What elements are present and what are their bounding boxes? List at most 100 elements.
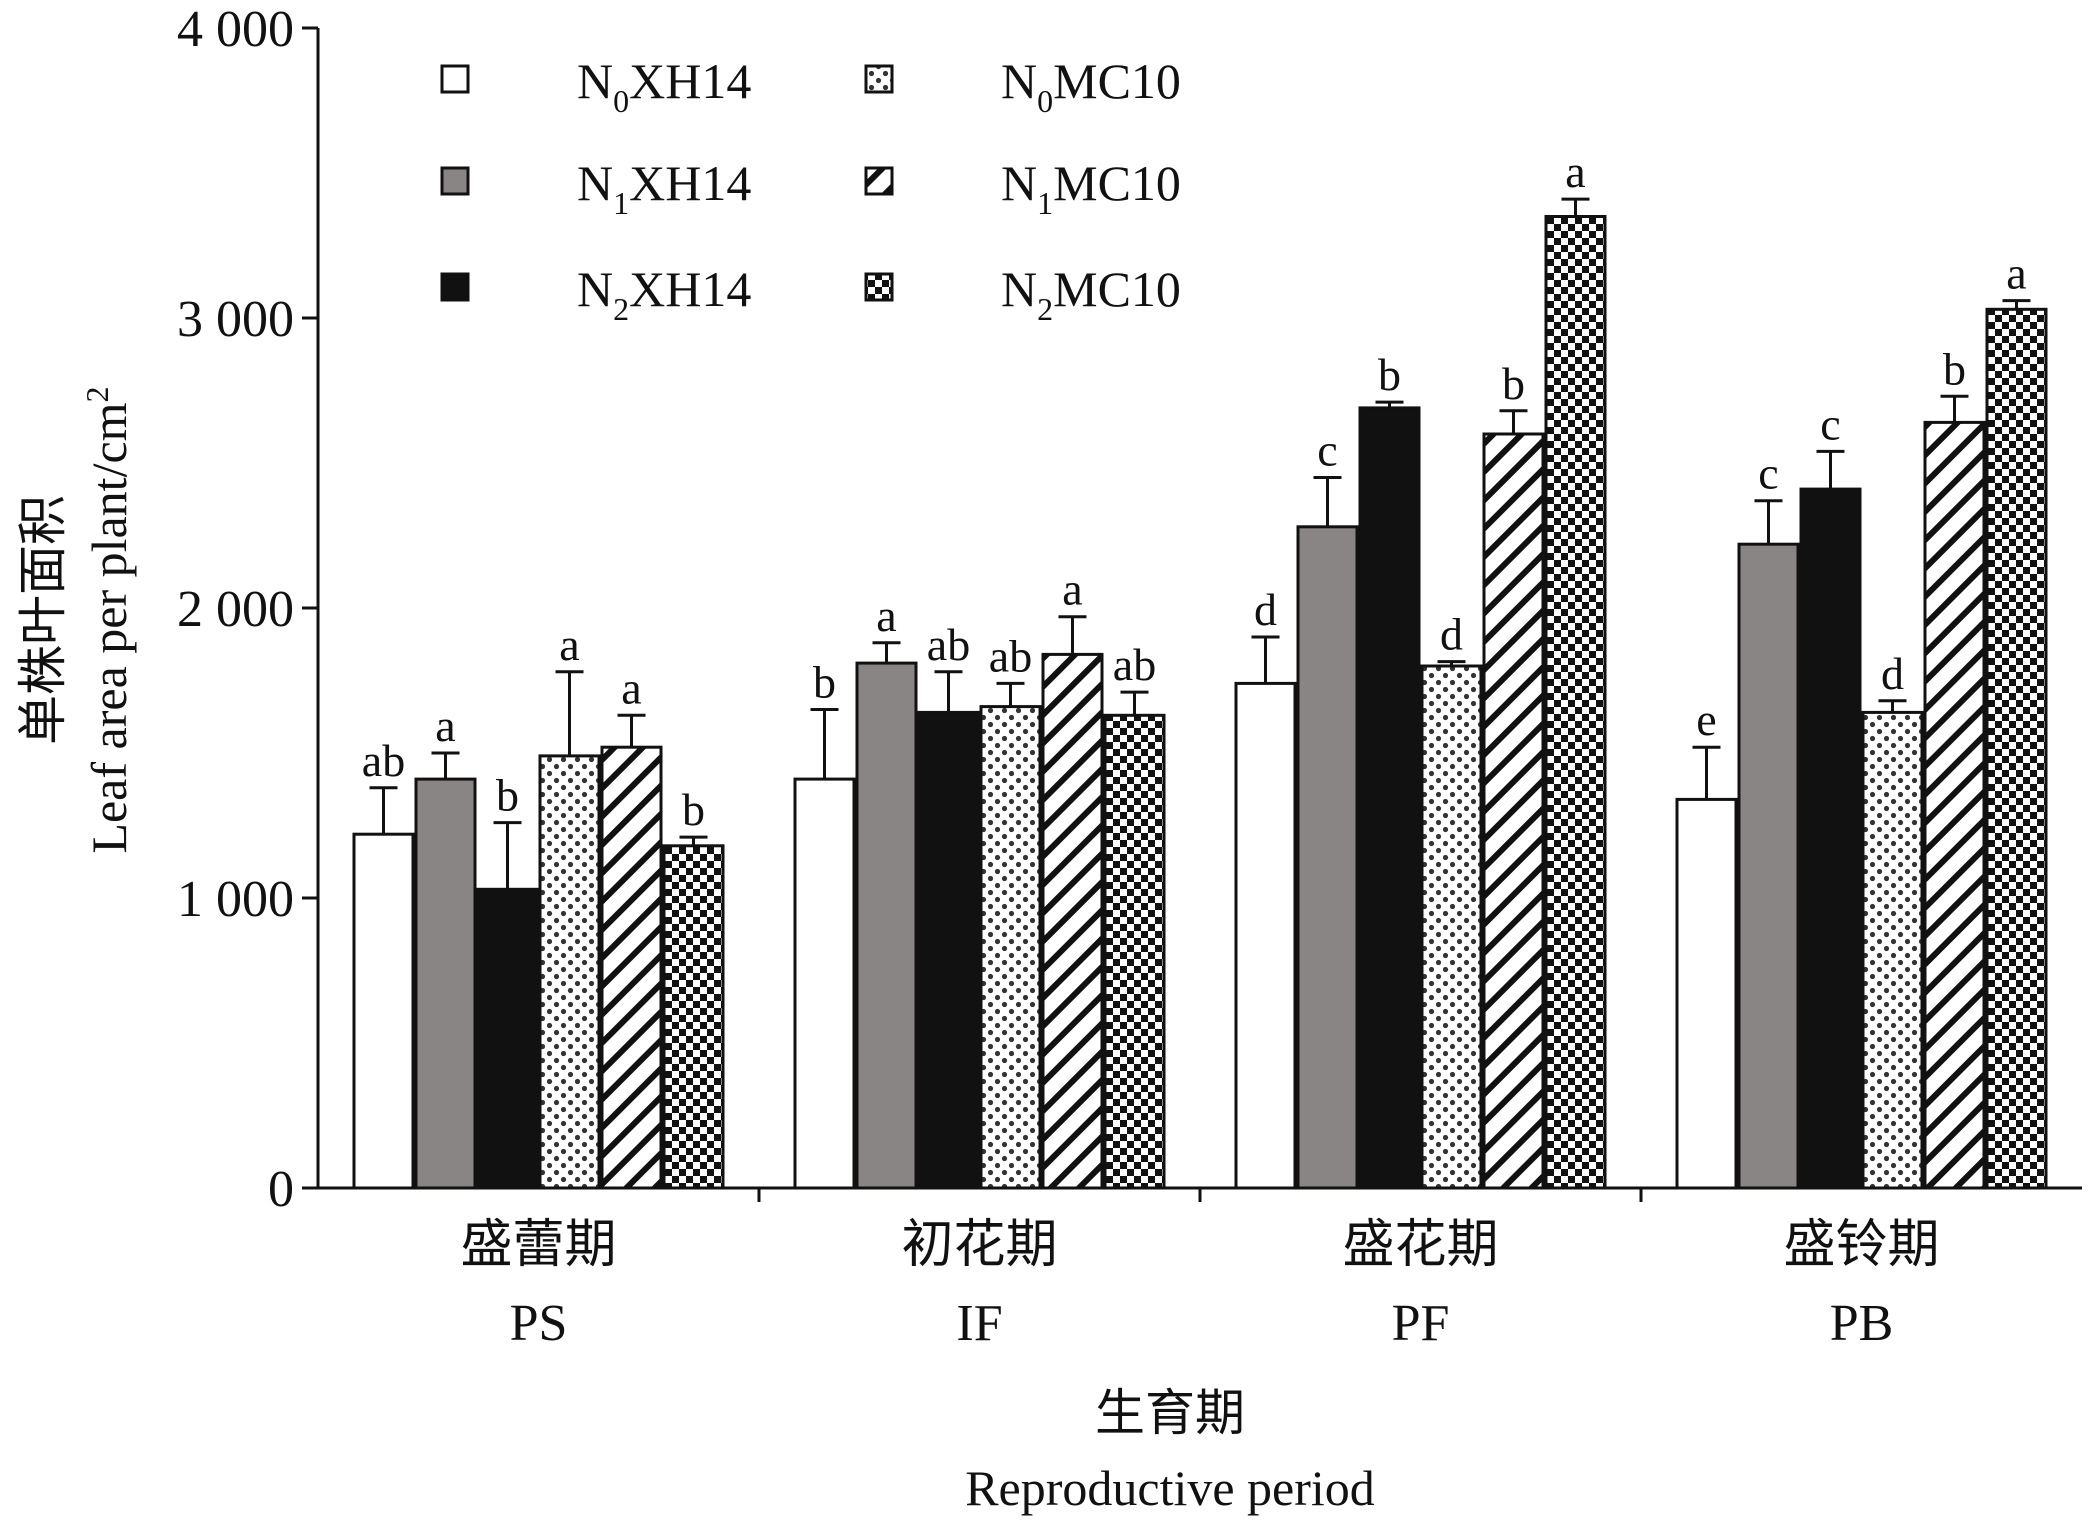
bar-group-item: b xyxy=(1923,343,1986,1190)
significance-label: a xyxy=(2006,248,2026,299)
y-tick-label: 4 000 xyxy=(177,1,294,58)
bar xyxy=(793,777,856,1190)
legend-label: N0MC10 xyxy=(1001,53,1181,119)
legend-label-suffix: XH14 xyxy=(629,155,751,211)
bar xyxy=(1358,406,1421,1190)
legend-label-prefix: N xyxy=(577,155,613,211)
bar-group-item: b xyxy=(1482,358,1545,1190)
bar-group-item: ab xyxy=(917,619,980,1190)
significance-label: ab xyxy=(362,735,405,786)
significance-label: a xyxy=(621,662,641,713)
significance-label: ab xyxy=(1113,639,1156,690)
legend-label-subscript: 0 xyxy=(1037,83,1053,119)
legend-label-prefix: N xyxy=(577,261,613,317)
legend-label-subscript: 1 xyxy=(1037,185,1053,221)
legend-label: N0XH14 xyxy=(577,53,751,119)
significance-label: c xyxy=(1820,398,1840,449)
bar xyxy=(1041,652,1104,1190)
significance-label: b xyxy=(813,657,836,708)
bar xyxy=(979,705,1042,1190)
bar-group-item: c xyxy=(1737,448,1800,1190)
bar-group-item: b xyxy=(793,657,856,1190)
x-axis-title-cn: 生育期 xyxy=(1095,1385,1245,1441)
bar xyxy=(1737,542,1800,1190)
legend-swatch xyxy=(864,272,894,302)
x-category-label-cn: 初花期 xyxy=(901,1217,1057,1274)
y-tick-label: 1 000 xyxy=(177,871,294,928)
legend-item: N2MC10 xyxy=(864,261,1181,327)
bar xyxy=(1675,797,1738,1190)
legend-label-subscript: 2 xyxy=(1037,291,1053,327)
significance-label: b xyxy=(682,784,705,835)
bar-group-item: a xyxy=(538,619,601,1190)
bar xyxy=(1799,487,1862,1190)
x-category-label-en: PS xyxy=(510,1295,568,1352)
bar xyxy=(1923,420,1986,1190)
bar xyxy=(662,844,725,1190)
legend-label-prefix: N xyxy=(577,53,613,109)
bar-group-item: c xyxy=(1799,398,1862,1190)
legend-label-suffix: MC10 xyxy=(1053,155,1181,211)
legend-label-suffix: XH14 xyxy=(629,53,751,109)
legend-label-subscript: 1 xyxy=(613,185,629,221)
bar xyxy=(352,832,415,1190)
legend-swatch xyxy=(440,166,470,196)
bar-group-item: a xyxy=(855,590,918,1190)
legend-swatch xyxy=(864,64,894,94)
significance-label: b xyxy=(1378,349,1401,400)
bar-group-item: ab xyxy=(352,735,415,1190)
bar-group-item: c xyxy=(1296,425,1359,1190)
bar-group-item: d xyxy=(1234,584,1297,1190)
legend-swatch xyxy=(440,272,470,302)
bar xyxy=(1103,713,1166,1190)
bar-group-item: a xyxy=(1041,564,1104,1190)
legend-swatch xyxy=(864,166,894,196)
significance-label: ab xyxy=(927,619,970,670)
bar xyxy=(1861,710,1924,1190)
x-category-label-en: IF xyxy=(956,1295,1002,1352)
bar xyxy=(855,661,918,1190)
bar-group-item: ab xyxy=(1103,639,1166,1190)
significance-label: b xyxy=(1502,358,1525,409)
significance-label: a xyxy=(1565,146,1585,197)
bar xyxy=(1482,432,1545,1190)
legend-label-suffix: MC10 xyxy=(1053,53,1181,109)
legend-item: N0XH14 xyxy=(440,53,751,119)
bar-group-item: d xyxy=(1861,648,1924,1190)
bar xyxy=(1544,215,1607,1190)
bar xyxy=(1234,681,1297,1190)
legend-item: N0MC10 xyxy=(864,53,1181,119)
legend-label-subscript: 2 xyxy=(613,291,629,327)
significance-label: a xyxy=(559,619,579,670)
x-category-label-en: PF xyxy=(1392,1295,1450,1352)
legend-label-suffix: MC10 xyxy=(1053,261,1181,317)
significance-label: e xyxy=(1696,694,1716,745)
significance-label: a xyxy=(1062,564,1082,615)
bar-group-item: ab xyxy=(979,630,1042,1190)
bar-group-item: a xyxy=(1544,146,1607,1190)
x-category-label-en: PB xyxy=(1830,1295,1894,1352)
y-axis-title-cn: 单株叶面积 xyxy=(15,495,71,745)
y-axis-title-en: Leaf area per plant/cm2 xyxy=(79,386,137,853)
legend-label: N2XH14 xyxy=(577,261,751,327)
y-tick-label: 3 000 xyxy=(177,291,294,348)
significance-label: d xyxy=(1254,584,1277,635)
legend-item: N1MC10 xyxy=(864,155,1181,221)
x-axis-title-en: Reproductive period xyxy=(965,1460,1375,1516)
bar xyxy=(1985,307,2048,1190)
significance-label: c xyxy=(1317,425,1337,476)
y-axis-title: 单株叶面积 Leaf area per plant/cm2 xyxy=(15,386,137,853)
significance-label: a xyxy=(876,590,896,641)
legend-label: N1XH14 xyxy=(577,155,751,221)
legend-item: N2XH14 xyxy=(440,261,751,327)
bar xyxy=(1420,664,1483,1190)
y-tick-label: 2 000 xyxy=(177,581,294,638)
bar-group-item: a xyxy=(414,700,477,1190)
significance-label: a xyxy=(435,700,455,751)
significance-label: ab xyxy=(989,630,1032,681)
x-axis-categories: 盛蕾期 PS 初花期 IF 盛花期 PF 盛铃期 PB xyxy=(460,1188,1940,1352)
legend-label-prefix: N xyxy=(1001,261,1037,317)
